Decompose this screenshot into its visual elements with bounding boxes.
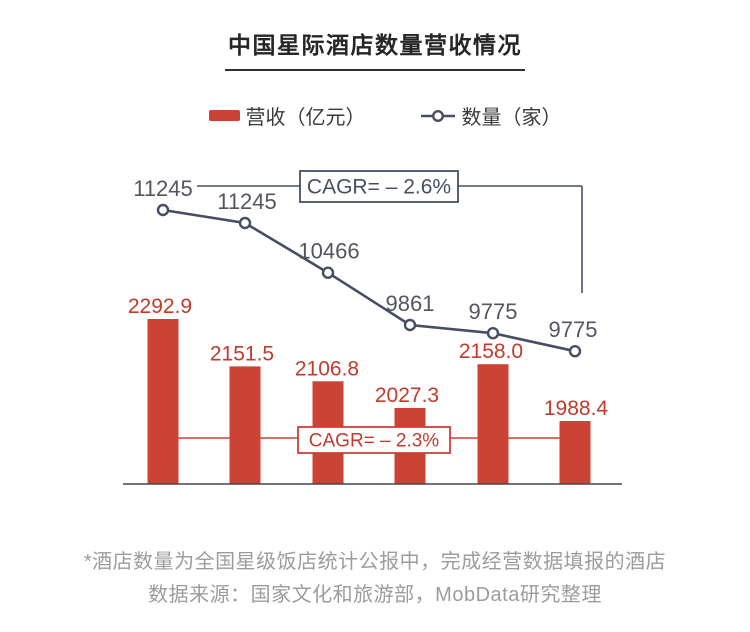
line-value-label: 10466: [298, 239, 359, 264]
revenue-bar: [147, 319, 179, 484]
line-value-label: 11245: [133, 176, 193, 201]
line-value-label: 9775: [549, 317, 598, 342]
line-point-marker: [403, 318, 417, 332]
line-point-marker: [321, 266, 335, 279]
title-row: 中国星际酒店数量营收情况: [0, 26, 750, 71]
revenue-bar-swatch-icon: [208, 110, 240, 121]
revenue-bar: [477, 364, 509, 484]
chart-title: 中国星际酒店数量营收情况: [225, 26, 525, 71]
bar-value-label: 2027.3: [375, 384, 439, 407]
count-line: [162, 208, 576, 353]
legend-item-revenue: 营收（亿元）: [208, 101, 366, 130]
footer-notes: *酒店数量为全国星级饭店统计公报中，完成经营数据填报的酒店 数据来源：国家文化和…: [0, 546, 750, 612]
source-line: 数据来源：国家文化和旅游部，MobData研究整理: [148, 584, 602, 606]
bar-value-label: 2158.0: [459, 340, 523, 363]
bar-value-label: 2151.5: [210, 342, 274, 365]
bar-value-label: 2292.9: [128, 295, 192, 318]
legend-count-label: 数量（家）: [461, 107, 562, 129]
line-cagr-label: CAGR= – 2.6%: [307, 176, 451, 199]
line-point-marker: [238, 216, 252, 230]
legend-revenue-label: 营收（亿元）: [245, 107, 366, 129]
line-cagr-box: [299, 170, 459, 203]
revenue-bar: [559, 421, 591, 484]
count-line-marker-icon: [420, 109, 455, 122]
legend-item-count: 数量（家）: [420, 101, 562, 130]
bar-value-label: 2106.8: [295, 357, 359, 380]
line-value-label: 9775: [469, 299, 518, 324]
line-point-marker: [486, 327, 500, 340]
line-point-marker: [156, 203, 170, 217]
revenue-bar: [229, 366, 261, 484]
footnote-line: *酒店数量为全国星级饭店统计公报中，完成经营数据填报的酒店: [83, 551, 667, 573]
line-value-label: 9861: [386, 291, 435, 316]
bar-cagr-label: CAGR= – 2.3%: [309, 431, 440, 452]
line-point-marker: [568, 345, 582, 358]
bar-value-label: 1988.4: [544, 397, 609, 420]
line-value-label: 11245: [217, 189, 277, 214]
bar-cagr-box: [297, 426, 451, 454]
legend: 营收（亿元） 数量（家）: [10, 101, 750, 130]
